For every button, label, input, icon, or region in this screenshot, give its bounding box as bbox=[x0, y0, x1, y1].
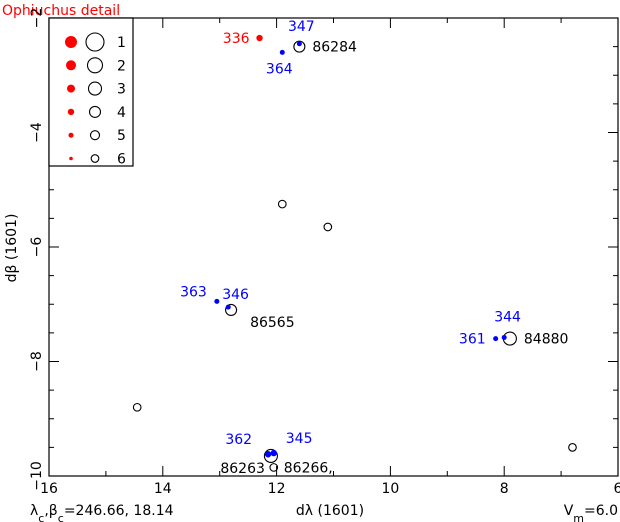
open-star-marker bbox=[225, 303, 238, 317]
filled-star-marker bbox=[296, 41, 302, 47]
x-tick-label: 10 bbox=[381, 481, 399, 497]
filled-star-marker bbox=[264, 451, 272, 458]
point-label: 336 bbox=[223, 31, 250, 47]
legend-filled-marker bbox=[66, 60, 76, 71]
y-tick-label: −2 bbox=[29, 8, 45, 29]
legend-open-marker bbox=[89, 130, 101, 141]
open-star-marker bbox=[269, 463, 279, 472]
axis-ticks: 16 14 12 10 8 6−10−8−6−4−2 bbox=[29, 8, 620, 497]
point-label: 344 bbox=[494, 309, 521, 325]
legend-filled-marker bbox=[67, 108, 75, 116]
legend-filled-marker bbox=[68, 132, 74, 138]
y-tick-label: −6 bbox=[29, 237, 45, 258]
filled-star-marker bbox=[501, 334, 507, 340]
x-tick-label: 6 bbox=[614, 481, 620, 497]
y-tick-label: −4 bbox=[29, 122, 45, 143]
open-star-marker bbox=[277, 199, 287, 209]
plot-frame bbox=[48, 17, 619, 477]
point-label: 362 bbox=[225, 432, 252, 448]
open-star-marker bbox=[293, 40, 306, 53]
open-star-marker bbox=[132, 402, 142, 412]
legend-label: 5 bbox=[117, 128, 126, 144]
legend-open-marker bbox=[88, 105, 102, 118]
y-axis-label: dβ (1601) bbox=[4, 214, 20, 283]
filled-star-marker bbox=[256, 34, 263, 42]
legend-open-marker bbox=[87, 81, 103, 96]
point-label: 347 bbox=[288, 19, 315, 35]
x-tick-label: 8 bbox=[500, 481, 509, 497]
filled-star-marker bbox=[214, 298, 220, 304]
legend-label: 6 bbox=[117, 152, 126, 168]
legend: 1 2 3 4 5 6 bbox=[48, 17, 134, 168]
chart-title: Ophiuchus detail bbox=[2, 3, 120, 19]
point-label: 84880 bbox=[524, 332, 569, 348]
point-labels: 86284 86565 84880 86263 86266, 347 364 346 363 34… bbox=[180, 19, 568, 477]
x-axis-label: dλ (1601) bbox=[296, 503, 364, 519]
open-star-marker bbox=[568, 443, 577, 452]
filled-star-marker bbox=[225, 304, 231, 310]
legend-label: 4 bbox=[117, 105, 126, 121]
point-label: 361 bbox=[459, 332, 486, 348]
legend-box bbox=[48, 17, 134, 167]
y-tick-label: −8 bbox=[29, 351, 45, 372]
footer-center-coordinates: λc,βc=246.66, 18.14 bbox=[30, 503, 174, 522]
point-label: 86565 bbox=[250, 315, 295, 331]
filled-star-marker bbox=[493, 336, 499, 342]
open-star-marker bbox=[323, 222, 333, 232]
legend-label: 1 bbox=[117, 35, 126, 51]
x-tick-label: 14 bbox=[154, 481, 172, 497]
legend-filled-marker bbox=[69, 156, 73, 161]
legend-open-marker bbox=[86, 57, 104, 74]
legend-label: 3 bbox=[117, 82, 126, 98]
footer-magnitude-limit: Vm=6.0 bbox=[564, 503, 618, 522]
point-label: 363 bbox=[180, 284, 207, 300]
x-tick-label: 12 bbox=[268, 481, 286, 497]
point-label: 364 bbox=[266, 61, 293, 77]
legend-filled-marker bbox=[67, 84, 75, 93]
legend-open-marker bbox=[90, 154, 100, 163]
point-label: 345 bbox=[286, 431, 313, 447]
legend-label: 2 bbox=[117, 58, 126, 74]
data-points bbox=[132, 34, 577, 472]
point-label: 346 bbox=[222, 287, 249, 303]
point-label: 86263 bbox=[220, 461, 265, 477]
filled-star-marker bbox=[270, 449, 277, 457]
filled-star-marker bbox=[279, 49, 285, 55]
legend-open-marker bbox=[85, 32, 105, 52]
open-star-marker bbox=[263, 448, 278, 464]
y-tick-label: −10 bbox=[29, 461, 45, 491]
point-label: 86266, bbox=[284, 460, 333, 476]
point-label: 86284 bbox=[312, 40, 357, 56]
legend-filled-marker bbox=[65, 36, 77, 48]
x-tick-label: 16 bbox=[40, 481, 58, 497]
